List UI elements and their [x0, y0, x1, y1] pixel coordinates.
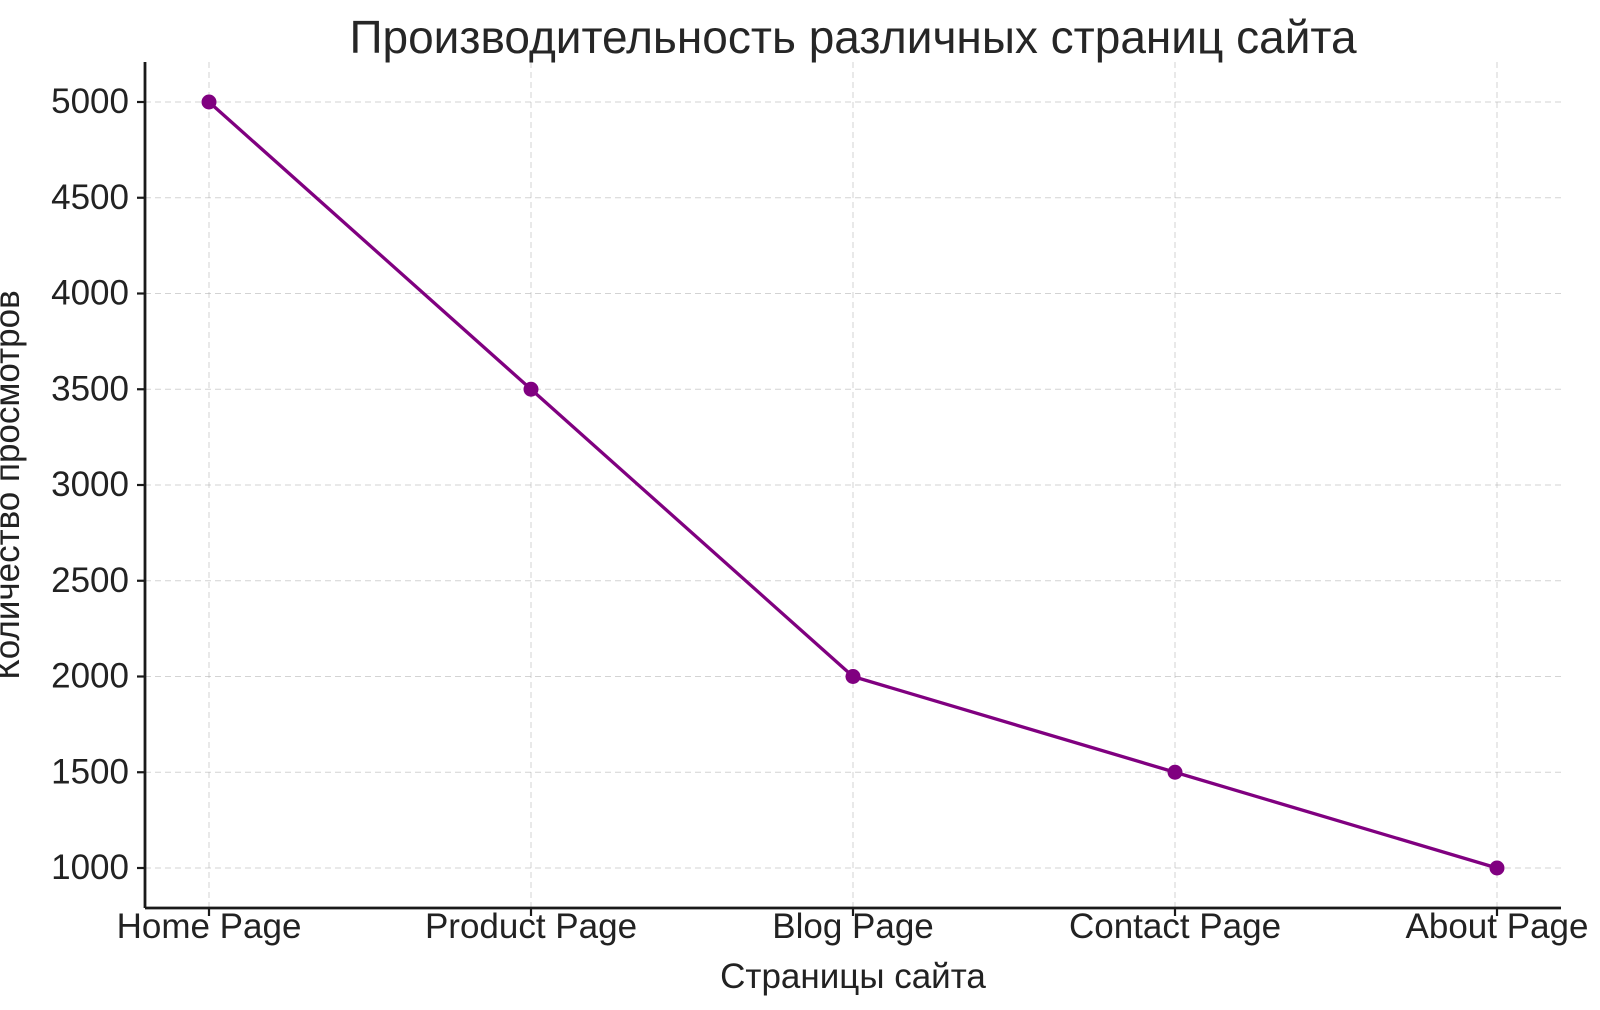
svg-text:1500: 1500 [51, 752, 129, 791]
svg-text:2500: 2500 [51, 561, 129, 600]
svg-text:1000: 1000 [51, 848, 129, 887]
svg-text:Home Page: Home Page [117, 907, 302, 946]
svg-text:3000: 3000 [51, 465, 129, 504]
svg-text:Contact Page: Contact Page [1069, 907, 1281, 946]
svg-text:3500: 3500 [51, 369, 129, 408]
svg-text:2000: 2000 [51, 657, 129, 696]
svg-text:5000: 5000 [51, 82, 129, 121]
svg-text:4000: 4000 [51, 274, 129, 313]
svg-text:About Page: About Page [1406, 907, 1589, 946]
svg-text:Blog Page: Blog Page [772, 907, 934, 946]
svg-text:4500: 4500 [51, 178, 129, 217]
svg-text:Product Page: Product Page [425, 907, 637, 946]
